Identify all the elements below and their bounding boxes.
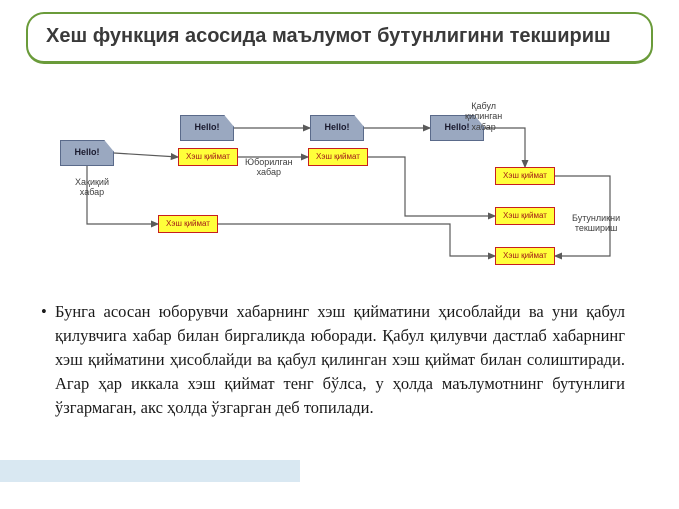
hello-node: Hello! bbox=[60, 140, 114, 166]
diagram-label: Юборилганхабар bbox=[245, 157, 293, 178]
slide-title-frame: Хеш функция асосида маълумот бутунлигини… bbox=[26, 12, 653, 64]
slide-title: Хеш функция асосида маълумот бутунлигини… bbox=[46, 24, 633, 49]
hash-node: Хэш қиймат bbox=[495, 167, 555, 185]
highlight-bar bbox=[0, 460, 300, 482]
diagram-label: Қабулқилинганхабар bbox=[465, 101, 502, 132]
hash-node: Хэш қиймат bbox=[178, 148, 238, 166]
hash-node: Хэш қиймат bbox=[158, 215, 218, 233]
flow-diagram: Hello!Hello!Hello!Hello!Хэш қийматХэш қи… bbox=[50, 95, 645, 280]
body-paragraph: Бунга асосан юборувчи хабарнинг хэш қийм… bbox=[55, 300, 625, 420]
hash-node: Хэш қиймат bbox=[495, 207, 555, 225]
hello-node: Hello! bbox=[180, 115, 234, 141]
diagram-label: Бутунликнитекшириш bbox=[572, 213, 620, 234]
hello-node: Hello! bbox=[310, 115, 364, 141]
diagram-label: Хақиқийхабар bbox=[75, 177, 109, 198]
hash-node: Хэш қиймат bbox=[308, 148, 368, 166]
hash-node: Хэш қиймат bbox=[495, 247, 555, 265]
